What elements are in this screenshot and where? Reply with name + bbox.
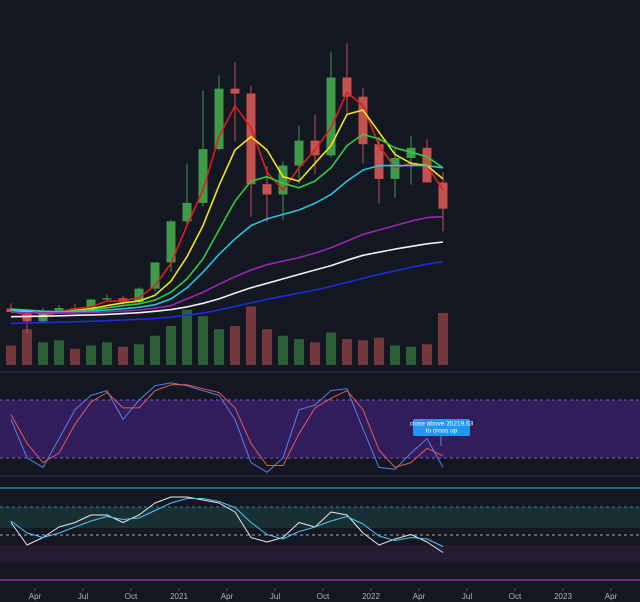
x-tick-label: Jul bbox=[270, 592, 280, 601]
candle-body bbox=[326, 77, 336, 156]
candle-body bbox=[118, 298, 128, 303]
volume-bar bbox=[342, 339, 352, 365]
candle-body bbox=[134, 288, 144, 303]
oscillator-line bbox=[10, 382, 444, 473]
annotation-text: close above 35219.63 bbox=[410, 421, 474, 428]
volume-bar bbox=[22, 329, 32, 365]
candle-body bbox=[54, 308, 64, 312]
volume-bar bbox=[278, 335, 288, 365]
rsi-band bbox=[0, 545, 640, 563]
volume-bar bbox=[54, 340, 64, 365]
moving-average bbox=[10, 133, 444, 313]
candle-body bbox=[214, 88, 224, 150]
volume-bar bbox=[214, 329, 224, 365]
moving-average bbox=[10, 109, 444, 315]
volume-bar bbox=[38, 342, 48, 365]
x-tick-label: Jul bbox=[462, 592, 472, 601]
candle-body bbox=[198, 149, 208, 203]
x-tick-label: Apr bbox=[413, 592, 426, 601]
x-tick-label: Apr bbox=[29, 592, 42, 601]
volume-bar bbox=[294, 339, 304, 365]
moving-average bbox=[10, 91, 444, 318]
candle-body bbox=[294, 140, 304, 166]
candle-body bbox=[342, 77, 352, 97]
rsi-band bbox=[0, 507, 640, 528]
x-tick-label: Oct bbox=[317, 592, 330, 601]
oscillator-line bbox=[10, 498, 444, 547]
oscillator-line bbox=[10, 496, 444, 553]
x-tick-label: 2021 bbox=[170, 592, 188, 601]
candle-body bbox=[86, 299, 96, 310]
x-tick-label: Jul bbox=[78, 592, 88, 601]
volume-bar bbox=[438, 313, 448, 365]
candle-body bbox=[166, 221, 176, 263]
x-tick-label: Apr bbox=[605, 592, 618, 601]
x-tick-label: Oct bbox=[509, 592, 522, 601]
volume-bar bbox=[118, 346, 128, 365]
moving-average bbox=[10, 164, 444, 313]
candle-body bbox=[374, 144, 384, 179]
volume-bar bbox=[182, 309, 192, 365]
x-tick-label: Apr bbox=[221, 592, 234, 601]
x-tick-label: 2023 bbox=[554, 592, 572, 601]
x-tick-label: 2022 bbox=[362, 592, 380, 601]
volume-bar bbox=[230, 326, 240, 365]
candle-body bbox=[246, 93, 256, 185]
volume-bar bbox=[422, 344, 432, 365]
x-tick-label: Oct bbox=[125, 592, 138, 601]
moving-average bbox=[10, 260, 444, 325]
volume-bar bbox=[86, 345, 96, 365]
stoch-band bbox=[0, 400, 640, 458]
volume-bar bbox=[310, 342, 320, 365]
candle-body bbox=[230, 88, 240, 94]
volume-bar bbox=[198, 316, 208, 365]
volume-bar bbox=[246, 306, 256, 365]
moving-average bbox=[10, 215, 444, 314]
volume-bar bbox=[390, 345, 400, 365]
candle-body bbox=[278, 165, 288, 195]
candle-body bbox=[150, 262, 160, 289]
volume-bar bbox=[102, 342, 112, 365]
annotation-box bbox=[413, 419, 470, 436]
volume-bar bbox=[166, 326, 176, 365]
volume-bar bbox=[6, 345, 16, 365]
volume-bar bbox=[262, 329, 272, 365]
volume-bar bbox=[150, 335, 160, 365]
volume-bar bbox=[134, 344, 144, 365]
candle-body bbox=[358, 96, 368, 145]
candle-body bbox=[310, 140, 320, 156]
layout bbox=[0, 371, 640, 581]
annotation-text: to cross up bbox=[426, 428, 458, 435]
volume-bar bbox=[406, 346, 416, 365]
moving-average bbox=[10, 241, 444, 318]
oscillator-line bbox=[10, 384, 444, 468]
volume-bar bbox=[374, 337, 384, 365]
candle-body bbox=[438, 182, 448, 209]
volume-bar bbox=[326, 332, 336, 365]
candle-body bbox=[262, 184, 272, 195]
volume-bar bbox=[358, 340, 368, 365]
candle-body bbox=[182, 202, 192, 222]
candle-body bbox=[102, 298, 112, 300]
volume-bar bbox=[70, 348, 80, 365]
